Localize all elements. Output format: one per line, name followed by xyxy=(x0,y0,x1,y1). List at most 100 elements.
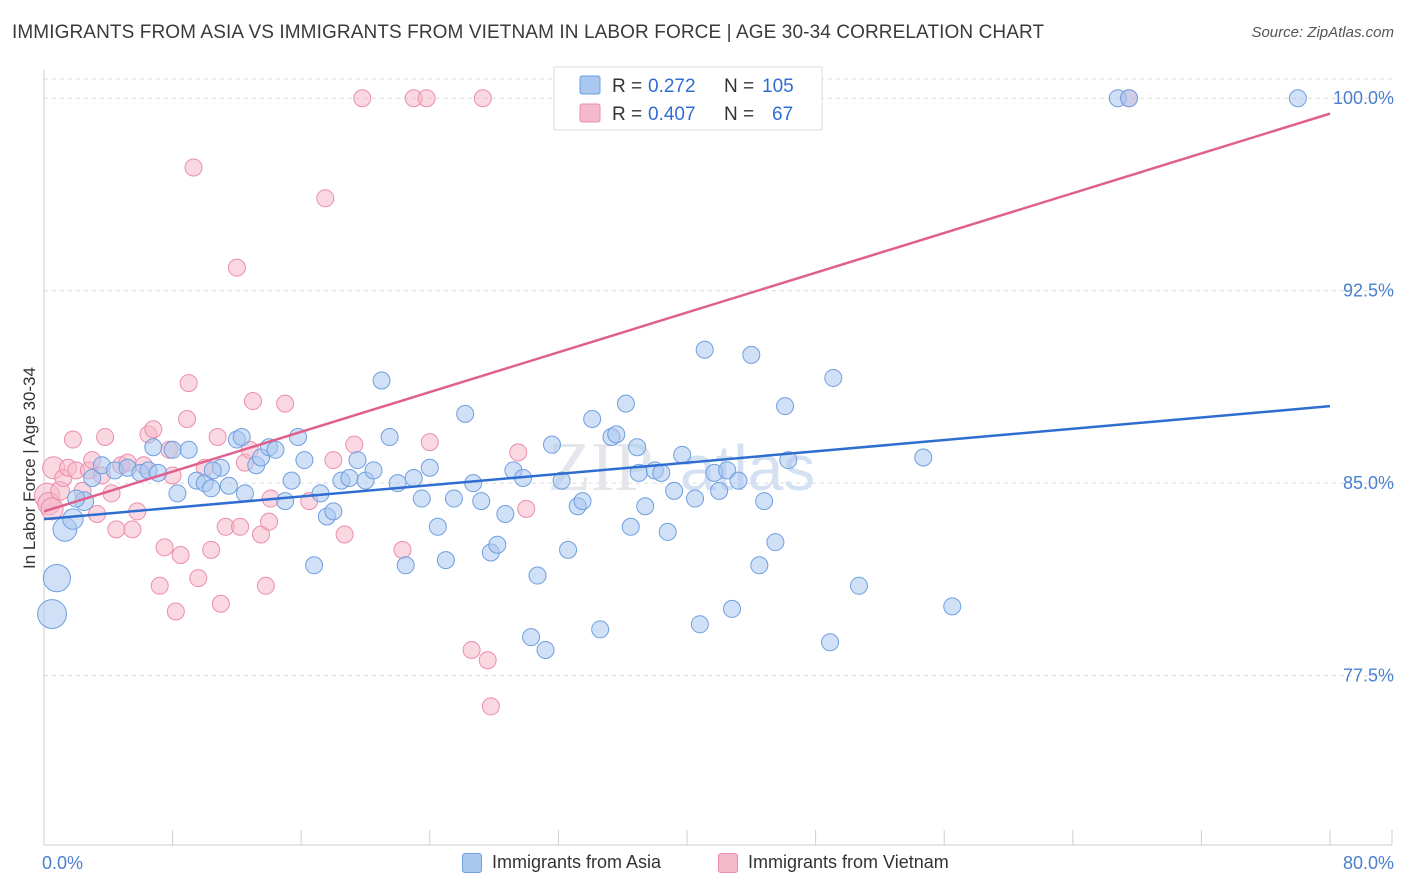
asia-point xyxy=(420,458,439,477)
vietnam-point xyxy=(243,392,262,411)
vietnam-point xyxy=(179,374,198,393)
asia-point xyxy=(779,451,798,470)
asia-point xyxy=(559,540,578,559)
asia-point xyxy=(1288,89,1307,108)
legend-n-label-vietnam: N = xyxy=(724,104,754,125)
legend-label-vietnam: Immigrants from Vietnam xyxy=(748,852,949,872)
asia-point xyxy=(636,497,655,516)
watermark-atlas: atlas xyxy=(680,432,815,504)
asia-point xyxy=(542,435,561,454)
legend-swatch-asia xyxy=(579,75,601,95)
vietnam-point xyxy=(252,525,271,544)
asia-trend-line xyxy=(43,404,1331,521)
asia-point xyxy=(628,438,647,457)
asia-point xyxy=(488,535,507,554)
vietnam-point xyxy=(231,517,250,536)
legend-item-vietnam: Immigrants from Vietnam xyxy=(718,852,949,873)
asia-point xyxy=(607,425,626,444)
asia-point xyxy=(404,469,423,488)
vietnam-point xyxy=(227,258,246,277)
vietnam-point xyxy=(478,651,497,670)
asia-point xyxy=(824,368,843,387)
x-tick-label-min: 0.0% xyxy=(42,853,84,873)
asia-point xyxy=(528,566,547,585)
vietnam-point xyxy=(171,546,190,565)
vietnam-point xyxy=(420,433,439,452)
legend-n-label-asia: N = xyxy=(724,76,754,97)
asia-point xyxy=(203,461,222,480)
grid-lines xyxy=(44,78,1392,677)
asia-point xyxy=(295,451,314,470)
asia-point xyxy=(348,451,367,470)
asia-point xyxy=(62,508,84,530)
vietnam-point xyxy=(462,640,481,659)
vietnam-point xyxy=(260,512,279,531)
asia-point xyxy=(305,556,324,575)
legend-label-asia: Immigrants from Asia xyxy=(492,852,662,872)
vietnam-point xyxy=(417,89,436,108)
asia-point xyxy=(850,576,869,595)
legend-r-value-vietnam: 0.407 xyxy=(648,104,696,125)
legend-n-value-vietnam: 67 xyxy=(772,104,793,125)
asia-point xyxy=(552,471,571,490)
asia-point xyxy=(372,371,391,390)
legend-swatch-bottom-vietnam xyxy=(718,852,738,873)
asia-point xyxy=(616,394,635,413)
asia-point xyxy=(380,427,399,446)
vietnam-point xyxy=(211,594,230,613)
vietnam-point xyxy=(509,443,528,462)
y-tick-label: 92.5% xyxy=(1343,281,1394,301)
asia-point xyxy=(168,484,187,503)
vietnam-point xyxy=(517,499,536,518)
vietnam-trend-line xyxy=(43,112,1331,513)
asia-point xyxy=(396,556,415,575)
legend-r-label-vietnam: R = xyxy=(612,104,642,125)
asia-point xyxy=(766,533,785,552)
asia-point xyxy=(179,440,198,459)
asia-point xyxy=(456,404,475,423)
vietnam-point xyxy=(144,420,163,439)
asia-point xyxy=(536,640,555,659)
y-tick-labels: 77.5% 85.0% 92.5% 100.0% xyxy=(1333,88,1394,685)
asia-point xyxy=(1120,89,1139,108)
vietnam-point xyxy=(202,540,221,559)
vietnam-point xyxy=(393,540,412,559)
watermark: ZIP atlas xyxy=(548,429,815,506)
vietnam-point xyxy=(166,602,185,621)
legend-r-label-asia: R = xyxy=(612,76,642,97)
asia-point xyxy=(776,397,795,416)
vietnam-point xyxy=(316,189,335,208)
y-tick-label: 100.0% xyxy=(1333,88,1394,108)
asia-point xyxy=(583,410,602,429)
asia-point xyxy=(163,440,182,459)
asia-point xyxy=(340,469,359,488)
asia-point xyxy=(755,492,774,511)
asia-point xyxy=(282,471,301,490)
legend-box: R = 0.272 N = 105 R = 0.407 N = 67 xyxy=(553,66,823,131)
points xyxy=(33,89,1307,716)
asia-point xyxy=(232,427,251,446)
vietnam-point xyxy=(178,410,197,429)
vietnam-point xyxy=(208,427,227,446)
asia-point xyxy=(522,628,541,647)
axes xyxy=(43,70,1393,846)
asia-point xyxy=(496,504,515,523)
asia-point xyxy=(914,448,933,467)
vietnam-point xyxy=(123,520,142,539)
asia-point xyxy=(42,564,71,593)
trend-lines xyxy=(43,112,1331,521)
asia-point xyxy=(821,633,840,652)
asia-point xyxy=(690,615,709,634)
asia-point xyxy=(591,620,610,639)
asia-point xyxy=(83,469,102,488)
vietnam-point xyxy=(63,430,82,449)
asia-point xyxy=(729,471,748,490)
vietnam-point xyxy=(324,451,343,470)
asia-point xyxy=(444,489,463,508)
asia-point xyxy=(573,492,592,511)
asia-point xyxy=(412,489,431,508)
asia-point xyxy=(235,484,254,503)
asia-point xyxy=(266,440,285,459)
asia-point xyxy=(37,599,67,629)
